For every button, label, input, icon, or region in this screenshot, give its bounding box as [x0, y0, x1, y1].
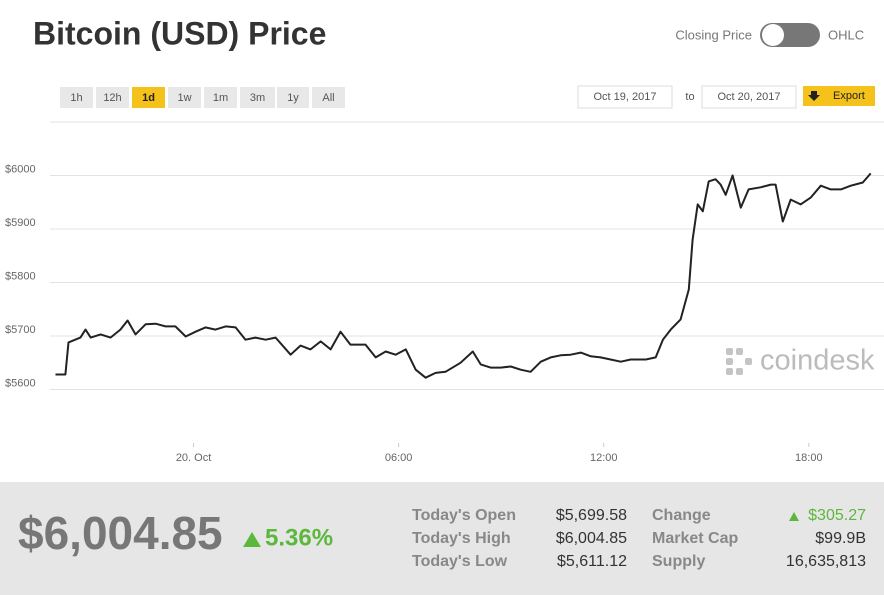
range-label: 1d	[142, 92, 155, 104]
range-button[interactable]	[312, 87, 345, 108]
toggle-label: OHLC	[828, 27, 864, 42]
change-pct: 5.36%	[265, 524, 333, 551]
up-icon	[789, 512, 799, 521]
x-tick-label: 20. Oct	[176, 452, 211, 464]
stat-value: $305.27	[808, 507, 866, 524]
up-icon	[243, 532, 261, 547]
range-button[interactable]	[96, 87, 129, 108]
date-to: Oct 20, 2017	[718, 91, 781, 103]
stat-label: Supply	[652, 553, 705, 570]
price: $6,004.85	[18, 507, 223, 559]
range-label: 1y	[287, 92, 299, 104]
range-label: 1h	[70, 92, 82, 104]
y-tick-label: $5600	[5, 377, 36, 389]
stat-label: Change	[652, 507, 711, 524]
export-label: Export	[833, 90, 865, 102]
summary-panel	[0, 482, 884, 595]
stat-label: Today's Open	[412, 507, 516, 524]
price-line	[55, 172, 872, 379]
stat-value: $99.9B	[815, 530, 866, 547]
range-button[interactable]	[240, 87, 275, 108]
date-input[interactable]	[577, 85, 673, 109]
stat-label: Today's High	[412, 530, 511, 547]
date-to-label: to	[685, 91, 694, 103]
range-label: 1m	[213, 92, 228, 104]
range-button[interactable]	[204, 87, 237, 108]
toggle-label: Closing Price	[675, 27, 752, 42]
x-tick-label: 18:00	[795, 452, 823, 464]
range-button[interactable]	[60, 87, 93, 108]
y-tick-label: $5800	[5, 270, 36, 282]
watermark	[726, 348, 752, 375]
stat-value: $5,611.12	[557, 553, 627, 570]
range-button[interactable]	[277, 87, 309, 108]
range-button[interactable]	[168, 87, 201, 108]
range-button[interactable]	[132, 87, 165, 108]
stat-label: Market Cap	[652, 530, 738, 547]
y-tick-label: $6000	[5, 163, 36, 175]
stat-label: Today's Low	[412, 553, 508, 570]
x-tick-label: 06:00	[385, 452, 413, 464]
stat-value: $5,699.58	[556, 507, 627, 524]
range-label: 3m	[250, 92, 265, 104]
range-label: All	[322, 92, 334, 104]
toggle[interactable]	[760, 23, 820, 47]
range-label: 1w	[177, 92, 191, 104]
title: Bitcoin (USD) Price	[33, 15, 326, 51]
y-tick-label: $5700	[5, 324, 36, 336]
range-label: 12h	[103, 92, 121, 104]
stat-value: $6,004.85	[556, 530, 627, 547]
stat-value: 16,635,813	[786, 553, 866, 570]
watermark-text: coindesk	[760, 345, 875, 377]
date-from: Oct 19, 2017	[594, 91, 657, 103]
date-input[interactable]	[701, 85, 797, 109]
export-button[interactable]: Export	[803, 86, 875, 106]
y-tick-label: $5900	[5, 217, 36, 229]
x-tick-label: 12:00	[590, 452, 618, 464]
